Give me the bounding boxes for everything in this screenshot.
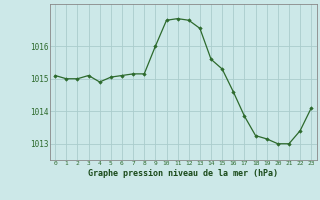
X-axis label: Graphe pression niveau de la mer (hPa): Graphe pression niveau de la mer (hPa) <box>88 169 278 178</box>
